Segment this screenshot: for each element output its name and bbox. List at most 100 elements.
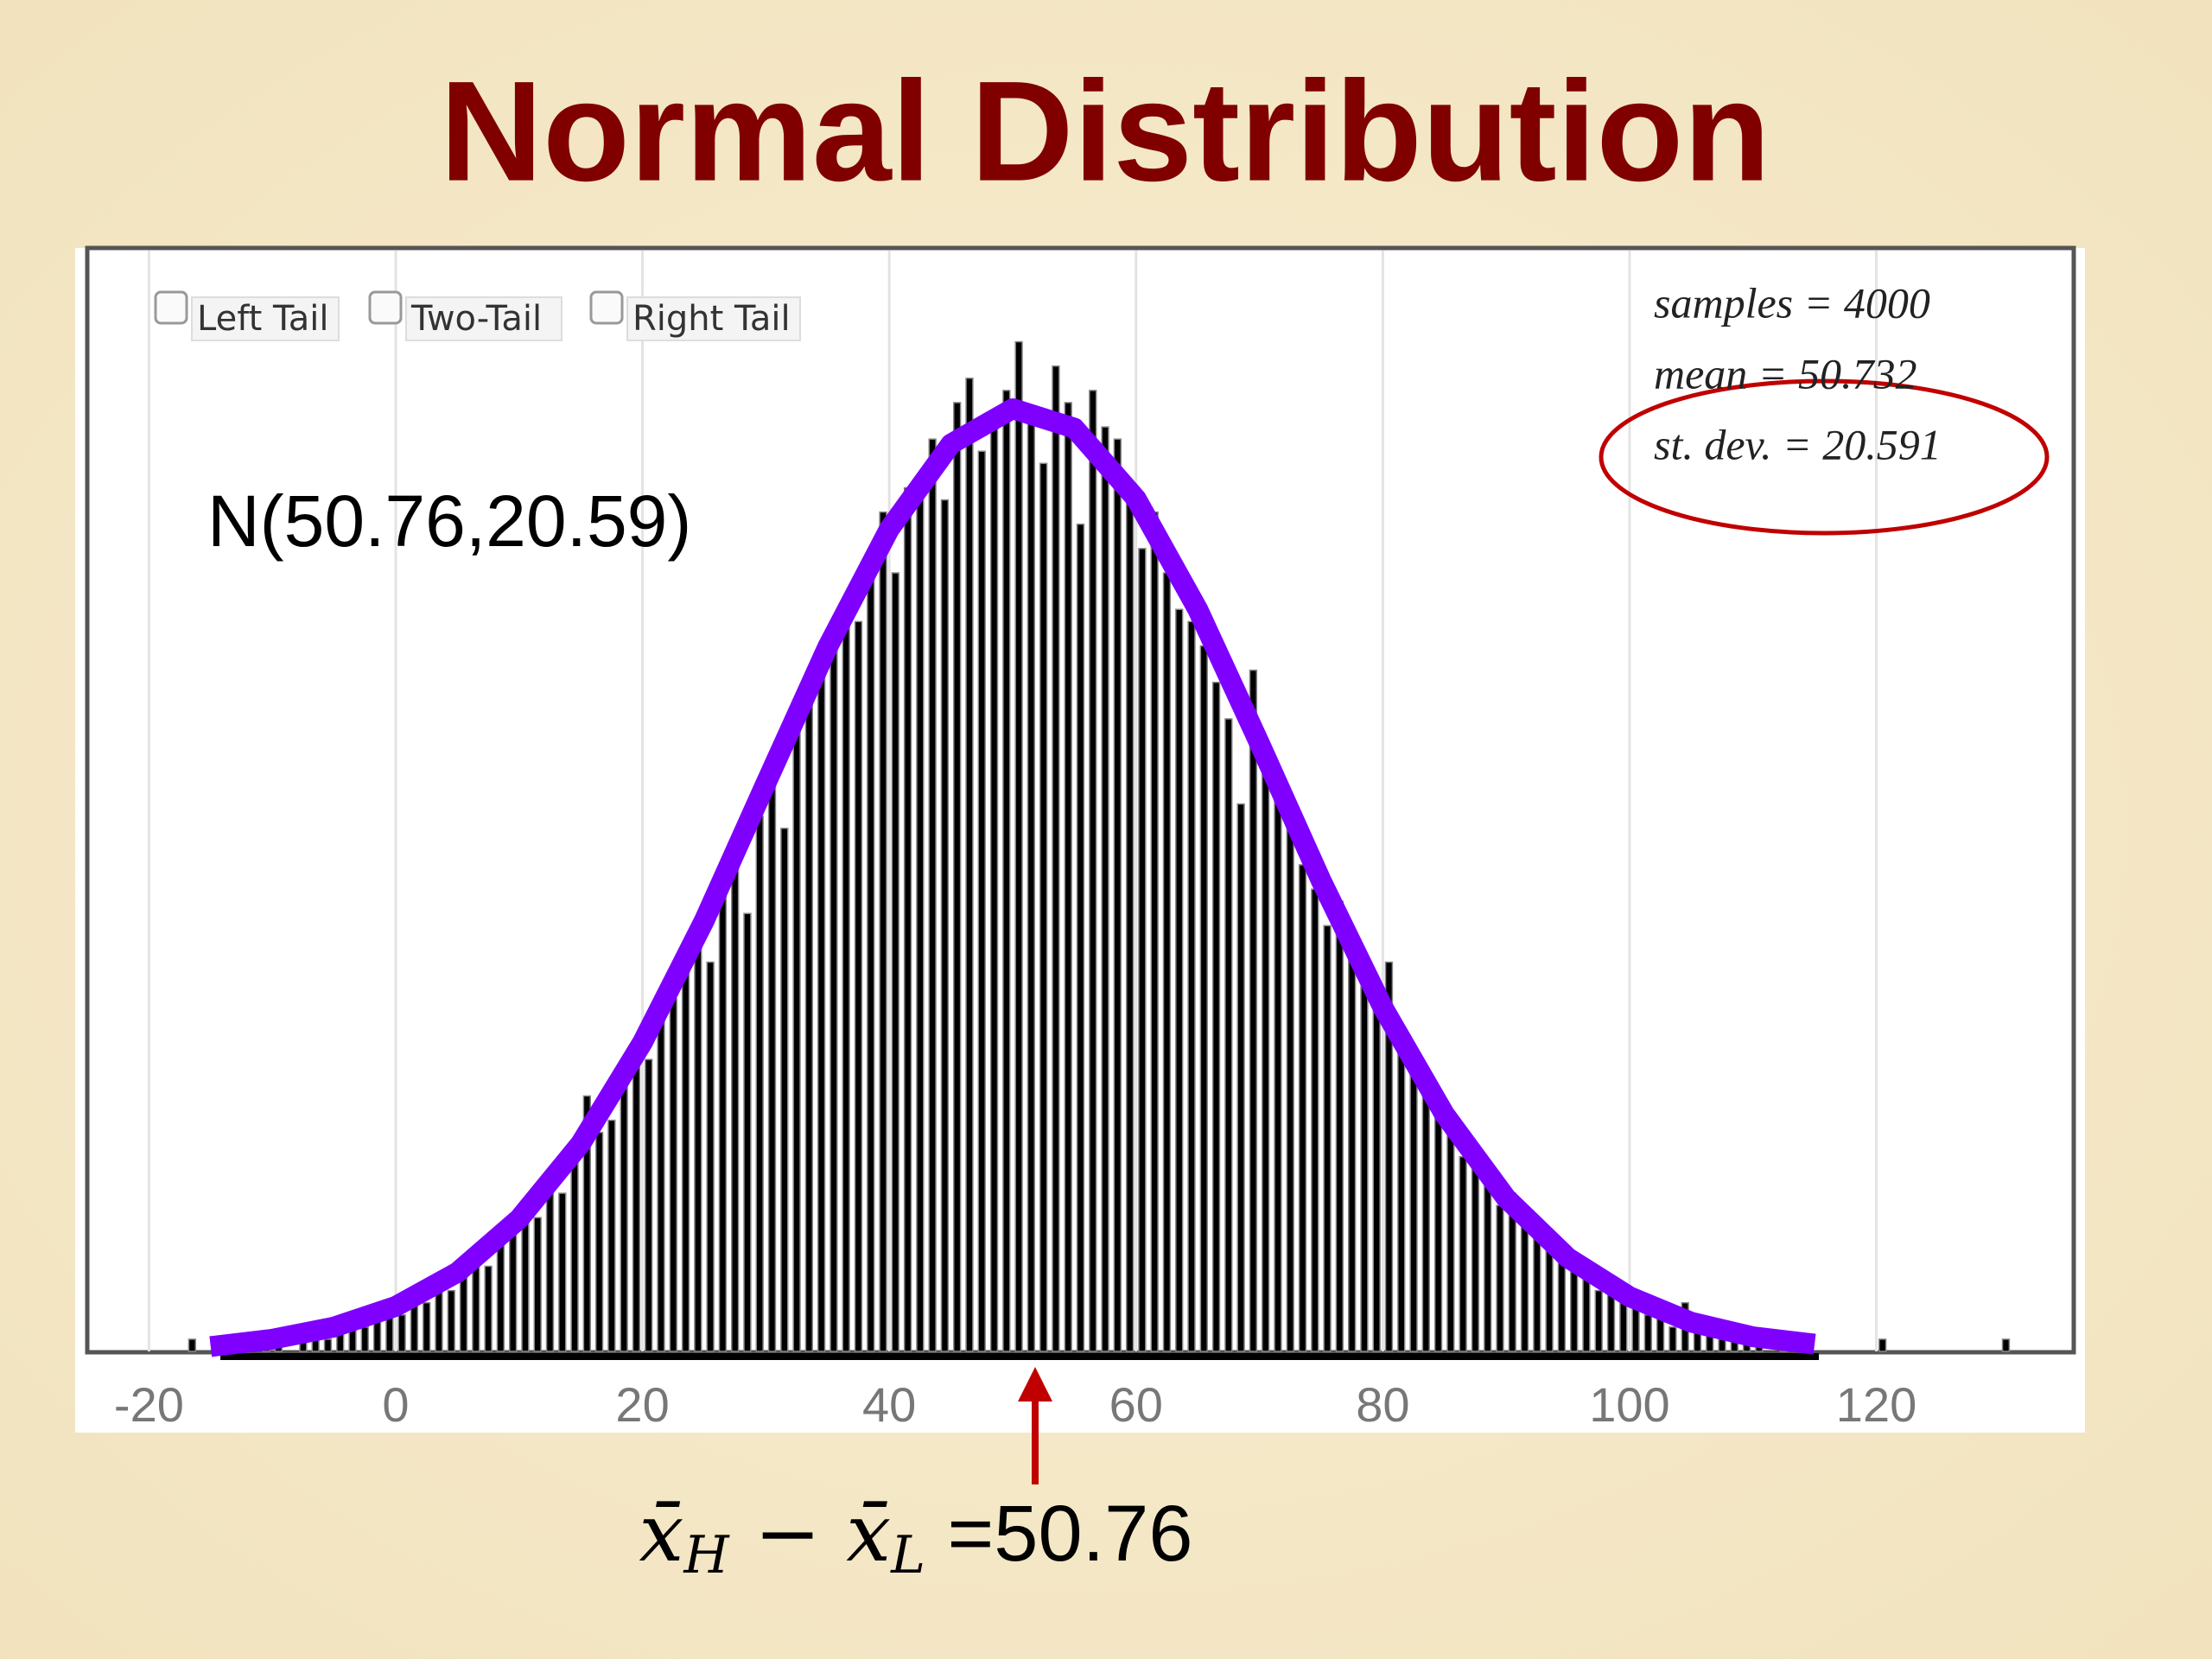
histogram-bar — [558, 1192, 567, 1352]
histogram-bar — [953, 402, 962, 1352]
histogram-bar — [1718, 1338, 1726, 1352]
histogram-bar — [545, 1180, 555, 1352]
histogram-bar — [423, 1301, 431, 1352]
x-tick-label: -20 — [114, 1377, 184, 1432]
histogram-bar — [1211, 681, 1221, 1352]
histogram-bar — [1052, 365, 1060, 1352]
histogram-bar — [743, 912, 752, 1352]
formula-part: =50.76 — [925, 1490, 1193, 1578]
stat-label: samples = 4000 — [1654, 278, 1930, 327]
control-label-box — [626, 296, 801, 341]
histogram-bar — [1397, 1034, 1406, 1352]
overlay — [209, 398, 1816, 1357]
highlight-ellipse — [1599, 378, 2050, 536]
histogram-bar — [1224, 718, 1233, 1352]
formula-sub: L — [890, 1525, 925, 1586]
histogram-bar — [645, 1058, 653, 1352]
x-tick-label: 40 — [862, 1377, 916, 1432]
histogram-bar — [1360, 985, 1369, 1352]
histogram-bar — [1421, 1083, 1431, 1352]
histogram-bar — [817, 669, 826, 1352]
histogram-bar — [1014, 340, 1023, 1352]
x-tick-label: 100 — [1589, 1377, 1669, 1432]
mean-arrowhead — [1018, 1367, 1052, 1402]
checkbox[interactable] — [589, 290, 624, 325]
histogram-bar — [1557, 1253, 1567, 1352]
histogram-bar — [1175, 608, 1184, 1352]
histogram-bar — [1347, 949, 1357, 1352]
x-tick-label: 20 — [615, 1377, 669, 1432]
histogram-bar — [533, 1217, 542, 1352]
histogram-bar — [1459, 1156, 1467, 1352]
histogram-bar — [1027, 414, 1036, 1352]
histogram-bar — [1039, 462, 1048, 1352]
fit-curve — [209, 398, 1816, 1357]
histogram-bar — [1162, 572, 1172, 1352]
histogram-bar — [977, 450, 986, 1352]
histogram-bar — [1002, 390, 1011, 1352]
histogram-bar — [323, 1338, 333, 1352]
histogram-bar — [916, 474, 925, 1352]
histogram-bar — [842, 596, 850, 1352]
formula-part: − — [729, 1487, 847, 1580]
x-tick-label: 60 — [1109, 1377, 1163, 1432]
histogram-bar — [360, 1326, 369, 1352]
histogram-bar — [484, 1265, 493, 1352]
formula-part: x̄ — [846, 1487, 891, 1580]
checkbox[interactable] — [368, 290, 403, 325]
histogram-bar — [1335, 900, 1344, 1352]
histogram-bar — [706, 961, 715, 1352]
histogram-bar — [903, 486, 912, 1352]
histogram-bar — [1409, 1071, 1418, 1352]
histogram-bar — [830, 645, 838, 1352]
formula-part: x̄ — [639, 1487, 683, 1580]
histogram-bar — [657, 1010, 665, 1352]
histogram-bar — [447, 1289, 455, 1352]
x-tick-label: 80 — [1356, 1377, 1409, 1432]
histogram-bar — [792, 730, 801, 1352]
grid — [147, 251, 1878, 1351]
histogram-bar — [1433, 1107, 1443, 1352]
histogram-bar — [1064, 402, 1072, 1352]
histogram-bar — [1496, 1205, 1504, 1352]
histogram-bar — [1249, 669, 1258, 1352]
histogram-bar — [570, 1156, 579, 1352]
histogram-bar — [1311, 888, 1319, 1352]
distribution-annotation: N(50.76,20.59) — [207, 480, 691, 562]
histogram-bar — [1298, 864, 1307, 1352]
histogram-bar — [669, 997, 677, 1352]
stat-label: mean = 50.732 — [1654, 349, 1917, 397]
control-label: Two-Tail — [410, 299, 542, 339]
histogram-bar — [1236, 803, 1245, 1352]
x-tick-label: 120 — [1836, 1377, 1916, 1432]
histogram-bar — [767, 779, 777, 1352]
histogram-bar — [496, 1241, 505, 1352]
histogram-bar — [1113, 438, 1122, 1352]
histogram-bar — [1643, 1314, 1653, 1352]
histogram-bar — [1372, 997, 1381, 1352]
histogram-bar — [854, 620, 863, 1352]
histogram-bar — [928, 438, 937, 1352]
histogram-bar — [694, 925, 702, 1352]
histogram-bar — [1878, 1338, 1887, 1352]
formula-sub: H — [683, 1525, 730, 1586]
checkbox[interactable] — [154, 290, 188, 325]
histogram-bar — [940, 499, 950, 1352]
histogram-bar — [1520, 1217, 1529, 1352]
control-label: Right Tail — [632, 299, 791, 339]
histogram-bar — [1446, 1131, 1455, 1352]
slide-title: Normal Distribution — [440, 52, 1770, 211]
histogram-bar — [1199, 645, 1208, 1352]
x-tick-label: 0 — [382, 1377, 409, 1432]
plot-frame — [85, 245, 2076, 1355]
histogram-bar — [780, 827, 789, 1352]
histogram-bar — [1619, 1301, 1628, 1352]
formula: x̄H − x̄L =50.76 — [639, 1487, 1192, 1586]
histogram-bar — [594, 1131, 604, 1352]
histogram-bar — [1323, 925, 1332, 1352]
histogram-bar — [1582, 1277, 1591, 1352]
histogram-bar — [1669, 1326, 1677, 1352]
histogram-bar — [397, 1314, 406, 1352]
